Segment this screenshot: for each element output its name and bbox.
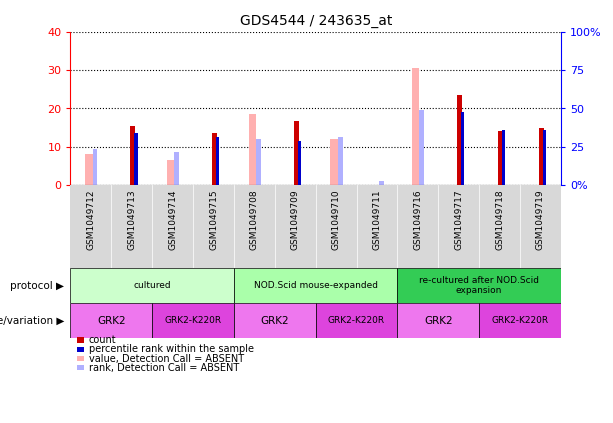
Text: GRK2: GRK2 <box>97 316 126 326</box>
Text: value, Detection Call = ABSENT: value, Detection Call = ABSENT <box>89 354 244 364</box>
Bar <box>70 268 234 303</box>
Bar <box>461 113 465 185</box>
Bar <box>70 303 152 338</box>
Bar <box>419 110 424 185</box>
Text: GSM1049718: GSM1049718 <box>495 189 504 250</box>
Text: cultured: cultured <box>134 281 171 290</box>
Bar <box>379 181 384 185</box>
Bar <box>256 139 261 185</box>
Bar <box>85 154 93 185</box>
Bar <box>93 148 97 185</box>
Text: GSM1049711: GSM1049711 <box>373 189 381 250</box>
Bar <box>330 139 338 185</box>
Bar <box>294 121 299 185</box>
Bar <box>543 129 546 185</box>
Text: GRK2-K220R: GRK2-K220R <box>492 316 549 325</box>
Text: re-cultured after NOD.Scid
expansion: re-cultured after NOD.Scid expansion <box>419 276 539 295</box>
Text: GRK2-K220R: GRK2-K220R <box>164 316 222 325</box>
Text: GRK2-K220R: GRK2-K220R <box>328 316 385 325</box>
Title: GDS4544 / 243635_at: GDS4544 / 243635_at <box>240 14 392 28</box>
Text: GSM1049719: GSM1049719 <box>536 189 545 250</box>
Text: GSM1049710: GSM1049710 <box>332 189 341 250</box>
Text: GRK2: GRK2 <box>424 316 452 326</box>
Text: GSM1049708: GSM1049708 <box>250 189 259 250</box>
Bar <box>298 141 301 185</box>
Text: GSM1049715: GSM1049715 <box>209 189 218 250</box>
Text: rank, Detection Call = ABSENT: rank, Detection Call = ABSENT <box>89 363 239 373</box>
Bar <box>234 303 316 338</box>
Bar <box>216 137 219 185</box>
Bar <box>338 137 343 185</box>
Bar <box>479 303 561 338</box>
Bar <box>412 69 419 185</box>
Bar <box>212 133 217 185</box>
Bar <box>234 268 397 303</box>
Text: count: count <box>89 335 116 345</box>
Text: genotype/variation ▶: genotype/variation ▶ <box>0 316 64 326</box>
Bar <box>174 152 179 185</box>
Text: GSM1049716: GSM1049716 <box>413 189 422 250</box>
Bar <box>167 160 174 185</box>
Bar <box>397 268 561 303</box>
Text: protocol ▶: protocol ▶ <box>10 280 64 291</box>
Bar <box>316 303 397 338</box>
Text: percentile rank within the sample: percentile rank within the sample <box>89 344 254 354</box>
Bar <box>130 126 135 185</box>
Text: GSM1049709: GSM1049709 <box>291 189 300 250</box>
Bar <box>498 132 503 185</box>
Text: GSM1049714: GSM1049714 <box>168 189 177 250</box>
Bar <box>539 128 544 185</box>
Text: GSM1049712: GSM1049712 <box>86 189 96 250</box>
Bar <box>502 129 505 185</box>
Text: GSM1049713: GSM1049713 <box>128 189 136 250</box>
Bar <box>134 133 137 185</box>
Text: GSM1049717: GSM1049717 <box>454 189 463 250</box>
Bar <box>249 114 256 185</box>
Bar <box>397 303 479 338</box>
Text: NOD.Scid mouse-expanded: NOD.Scid mouse-expanded <box>254 281 378 290</box>
Bar <box>457 95 462 185</box>
Bar <box>152 303 234 338</box>
Text: GRK2: GRK2 <box>261 316 289 326</box>
